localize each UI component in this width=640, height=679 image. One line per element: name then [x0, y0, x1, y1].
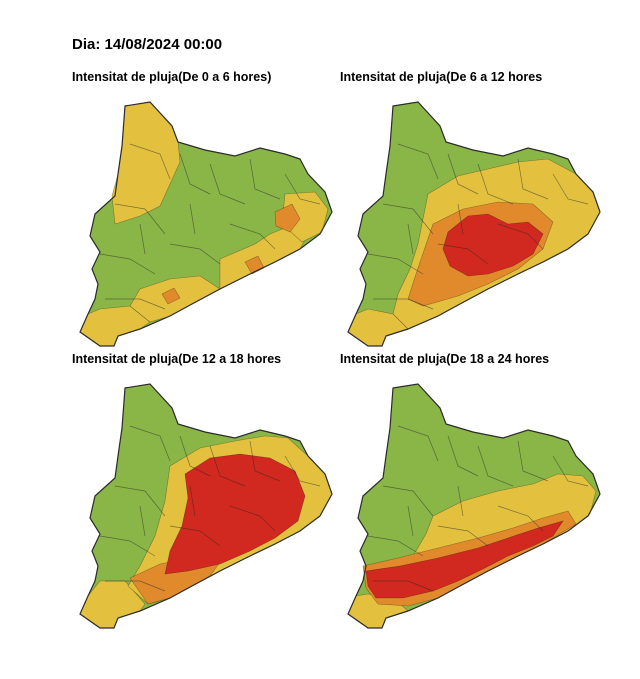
boundary-line: [99, 253, 156, 275]
boundary-line: [517, 440, 549, 482]
boundary-line: [373, 298, 434, 310]
boundary-line: [382, 485, 434, 517]
boundary-line: [105, 298, 166, 310]
boundary-line: [229, 505, 276, 532]
boundary-line: [497, 505, 544, 532]
map-title: Intensitat de pluja(De 18 a 24 hores: [340, 352, 550, 366]
boundary-line: [229, 223, 276, 250]
boundary-line: [517, 158, 549, 200]
boundary-line: [189, 203, 196, 235]
boundary-line: [139, 505, 146, 537]
boundary-line: [209, 445, 246, 487]
zone-east-patches: [274, 203, 301, 233]
boundary-line: [373, 580, 434, 592]
municipal-boundaries: [367, 143, 589, 310]
boundary-line: [397, 143, 439, 180]
boundary-line: [249, 158, 281, 200]
catalonia-rain-map: [347, 101, 601, 347]
zone-central-core: [442, 213, 544, 277]
catalonia-rain-map: [79, 101, 333, 347]
map-title: Intensitat de pluja(De 0 a 6 hores): [72, 70, 272, 84]
boundary-line: [169, 243, 221, 265]
boundary-line: [397, 425, 439, 462]
boundary-line: [552, 173, 589, 205]
catalonia-rain-map: [79, 383, 333, 629]
rain-zones: [347, 473, 597, 629]
boundary-line: [457, 203, 464, 235]
rain-zones: [79, 435, 333, 629]
map-panel-18-24h: Intensitat de pluja(De 18 a 24 hores: [340, 352, 610, 632]
rain-zones: [79, 101, 329, 347]
boundary-line: [477, 445, 514, 487]
boundary-line: [407, 505, 414, 537]
boundary-line: [367, 535, 424, 557]
catalonia-rain-map: [347, 383, 601, 629]
boundary-line: [457, 485, 464, 517]
map-title: Intensitat de pluja(De 12 a 18 hores: [72, 352, 282, 366]
boundary-line: [139, 223, 146, 255]
boundary-line: [367, 253, 424, 275]
map-panel-0-6h: Intensitat de pluja(De 0 a 6 hores): [72, 70, 342, 350]
boundary-line: [497, 223, 544, 250]
boundary-line: [179, 153, 211, 195]
boundary-line: [382, 203, 434, 235]
boundary-line: [99, 535, 156, 557]
boundary-line: [105, 580, 166, 592]
boundary-line: [437, 243, 489, 265]
municipal-boundaries: [367, 425, 589, 592]
forecast-date: Dia: 14/08/2024 00:00: [72, 36, 223, 53]
zone-central-mass: [164, 453, 306, 575]
boundary-line: [249, 440, 281, 482]
rain-zones: [347, 158, 601, 347]
boundary-line: [407, 223, 414, 255]
boundary-line: [477, 163, 514, 205]
boundary-line: [169, 525, 221, 547]
boundary-line: [284, 455, 321, 487]
boundary-line: [552, 455, 589, 487]
boundary-line: [114, 485, 166, 517]
zone-coastal-strip: [365, 520, 564, 599]
boundary-line: [209, 163, 246, 205]
boundary-line: [447, 435, 479, 477]
boundary-line: [284, 173, 321, 205]
municipal-boundaries: [99, 425, 321, 592]
boundary-line: [447, 153, 479, 195]
boundary-line: [129, 425, 171, 462]
map-panel-6-12h: Intensitat de pluja(De 6 a 12 hores: [340, 70, 610, 350]
boundary-line: [437, 525, 489, 547]
boundary-line: [129, 143, 171, 180]
boundary-line: [189, 485, 196, 517]
zone-coastal-spots: [161, 255, 265, 305]
map-panel-12-18h: Intensitat de pluja(De 12 a 18 hores: [72, 352, 342, 632]
municipal-boundaries: [99, 143, 321, 310]
boundary-line: [179, 435, 211, 477]
map-title: Intensitat de pluja(De 6 a 12 hores: [340, 70, 543, 84]
boundary-line: [114, 203, 166, 235]
